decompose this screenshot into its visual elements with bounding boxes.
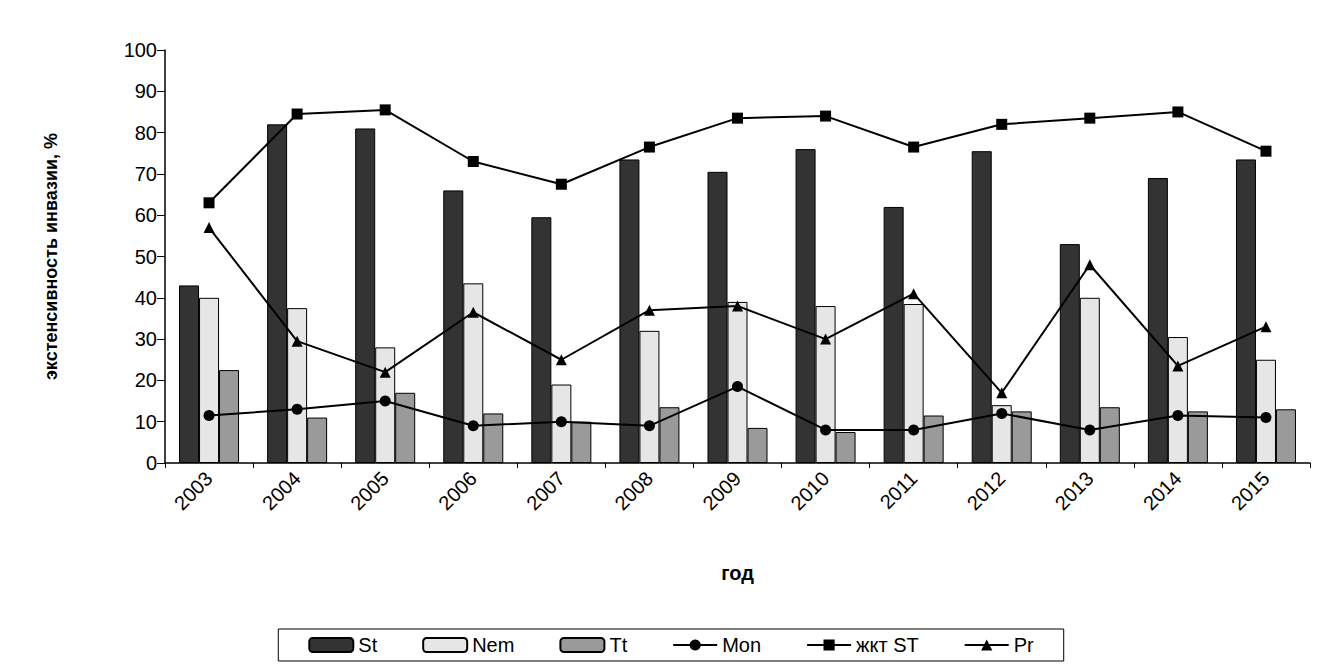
svg-text:80: 80 bbox=[135, 122, 157, 144]
svg-text:10: 10 bbox=[135, 411, 157, 433]
svg-text:2006: 2006 bbox=[434, 467, 481, 514]
svg-text:Tt: Tt bbox=[609, 634, 627, 656]
svg-text:2012: 2012 bbox=[963, 467, 1010, 514]
svg-text:60: 60 bbox=[135, 204, 157, 226]
svg-text:Nem: Nem bbox=[472, 634, 514, 656]
svg-text:2009: 2009 bbox=[698, 467, 745, 514]
svg-text:экстенсивность инвазии, %: экстенсивность инвазии, % bbox=[41, 133, 61, 380]
svg-text:2013: 2013 bbox=[1051, 467, 1098, 514]
svg-text:2015: 2015 bbox=[1227, 467, 1274, 514]
svg-text:Pr: Pr bbox=[1014, 634, 1034, 656]
svg-text:100: 100 bbox=[124, 39, 157, 61]
svg-text:20: 20 bbox=[135, 369, 157, 391]
svg-text:2010: 2010 bbox=[786, 467, 833, 514]
svg-text:2011: 2011 bbox=[875, 467, 921, 513]
svg-text:30: 30 bbox=[135, 328, 157, 350]
svg-text:жкт ST: жкт ST bbox=[856, 634, 919, 656]
svg-text:2007: 2007 bbox=[522, 467, 569, 514]
svg-text:St: St bbox=[358, 634, 377, 656]
svg-text:2014: 2014 bbox=[1139, 467, 1186, 514]
svg-text:2003: 2003 bbox=[170, 467, 217, 514]
svg-text:2008: 2008 bbox=[610, 467, 657, 514]
svg-text:90: 90 bbox=[135, 80, 157, 102]
svg-text:40: 40 bbox=[135, 287, 157, 309]
svg-text:год: год bbox=[721, 562, 754, 584]
svg-text:2005: 2005 bbox=[346, 467, 393, 514]
svg-text:70: 70 bbox=[135, 163, 157, 185]
svg-text:2004: 2004 bbox=[258, 467, 305, 514]
svg-text:Mon: Mon bbox=[722, 634, 761, 656]
svg-text:0: 0 bbox=[146, 452, 157, 474]
svg-text:50: 50 bbox=[135, 246, 157, 268]
